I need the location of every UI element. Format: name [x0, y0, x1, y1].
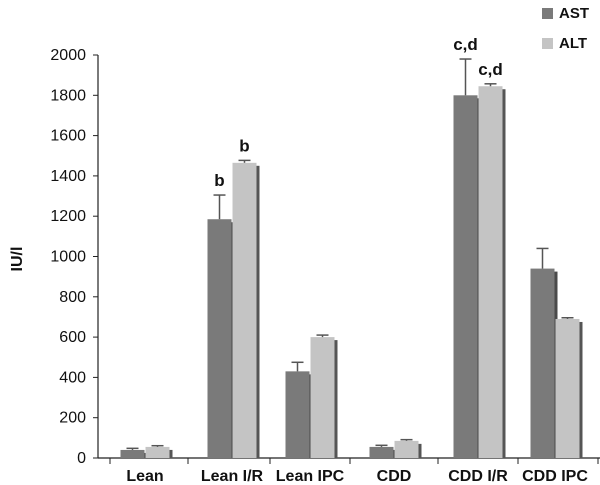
- y-tick-label: 1200: [50, 208, 86, 225]
- plot-area: 0 200 400 600 800 1000 1200 1400 1600 1800 2000 Lea…: [50, 35, 600, 485]
- significance-label: c,d: [478, 60, 503, 79]
- bar-ast: [530, 268, 555, 458]
- significance-label: b: [239, 136, 249, 155]
- legend-label: ALT: [559, 35, 587, 52]
- bar-alt: [145, 446, 170, 458]
- bar-alt: [478, 86, 503, 459]
- y-tick-label: 0: [77, 450, 86, 467]
- bar-shadow: [256, 165, 260, 459]
- y-tick-label: 1600: [50, 128, 86, 145]
- bar-shadow: [418, 443, 422, 458]
- x-tick-label: Lean I/R: [201, 468, 264, 485]
- bar-shadow: [334, 340, 338, 458]
- y-tick-label: 2000: [50, 47, 86, 64]
- y-tick-label: 400: [59, 369, 86, 386]
- x-tick-label: CDD IPC: [522, 468, 588, 485]
- significance-label: c,d: [453, 35, 478, 54]
- bar-alt: [310, 337, 335, 458]
- y-tick-label: 1800: [50, 87, 86, 104]
- bar-shadow: [169, 449, 173, 458]
- y-tick-label: 200: [59, 410, 86, 427]
- bar-alt: [232, 162, 257, 459]
- bar-ast: [207, 219, 232, 458]
- bar-ast: [285, 371, 310, 458]
- legend-label: AST: [559, 5, 589, 22]
- bar-ast: [453, 95, 478, 459]
- bar-ast: [120, 449, 145, 458]
- y-tick-label: 1000: [50, 249, 86, 266]
- bar-ast: [369, 446, 394, 458]
- legend-swatch: [542, 8, 553, 19]
- bar-alt: [394, 440, 419, 458]
- x-tick-label: CDD: [377, 468, 412, 485]
- y-axis-label: IU/l: [9, 247, 26, 272]
- legend: AST ALT: [542, 5, 589, 52]
- y-tick-label: 1400: [50, 168, 86, 185]
- x-tick-label: CDD I/R: [448, 468, 508, 485]
- y-tick-label: 600: [59, 329, 86, 346]
- bar-shadow: [579, 321, 583, 458]
- x-tick-label: Lean IPC: [276, 468, 345, 485]
- bar-alt: [555, 318, 580, 458]
- y-tick-label: 800: [59, 289, 86, 306]
- legend-swatch: [542, 38, 553, 49]
- x-tick-label: Lean: [126, 468, 163, 485]
- significance-label: b: [214, 171, 224, 190]
- bar-shadow: [502, 89, 506, 459]
